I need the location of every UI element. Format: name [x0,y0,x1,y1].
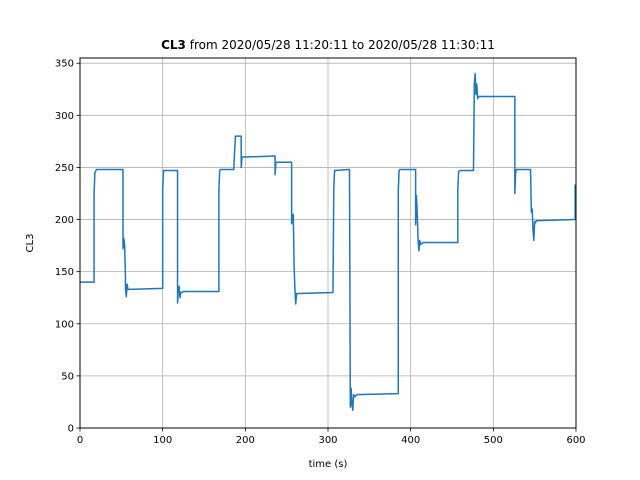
x-tick-label: 0 [77,435,83,446]
series-line [80,72,576,412]
y-tick-label: 150 [55,267,74,278]
x-tick-label: 200 [236,435,255,446]
x-tick-label: 400 [401,435,420,446]
series-layer [80,72,576,412]
y-tick-label: 200 [55,215,74,226]
chart-title: CL3 from 2020/05/28 11:20:11 to 2020/05/… [161,38,495,52]
x-tick-label: 300 [318,435,337,446]
chart-title-range: from 2020/05/28 11:20:11 to 2020/05/28 1… [186,38,495,52]
x-tick-label: 500 [484,435,503,446]
x-axis-label: time (s) [309,459,348,470]
x-tick-label: 600 [566,435,585,446]
y-tick-label: 50 [61,371,74,382]
y-axis: 0 50 100 150 200 250 300 350 [55,59,80,435]
y-axis-label: CL3 [25,234,36,253]
y-tick-label: 0 [68,424,74,435]
chart-title-variable: CL3 [161,38,186,52]
y-tick-label: 300 [55,111,74,122]
y-tick-label: 250 [55,163,74,174]
x-axis: 0 100 200 300 400 500 600 [77,428,586,446]
y-tick-label: 350 [55,59,74,70]
y-tick-label: 100 [55,319,74,330]
x-tick-label: 100 [153,435,172,446]
